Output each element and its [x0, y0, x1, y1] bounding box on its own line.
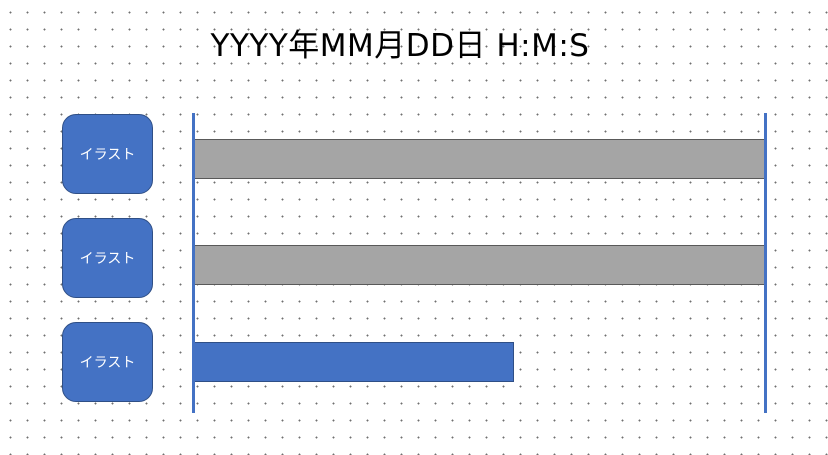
- row-3-progress-bar: [194, 342, 514, 382]
- row-2-progress-bar: [194, 245, 766, 285]
- end-line: [764, 113, 767, 413]
- start-line: [192, 113, 195, 413]
- page-title: YYYY年MM月DD日 H:M:S: [210, 28, 590, 64]
- row-3-label[interactable]: イラスト: [62, 322, 153, 402]
- row-1-progress-bar: [194, 139, 766, 179]
- row-2-label[interactable]: イラスト: [62, 218, 153, 298]
- row-1-label[interactable]: イラスト: [62, 114, 153, 194]
